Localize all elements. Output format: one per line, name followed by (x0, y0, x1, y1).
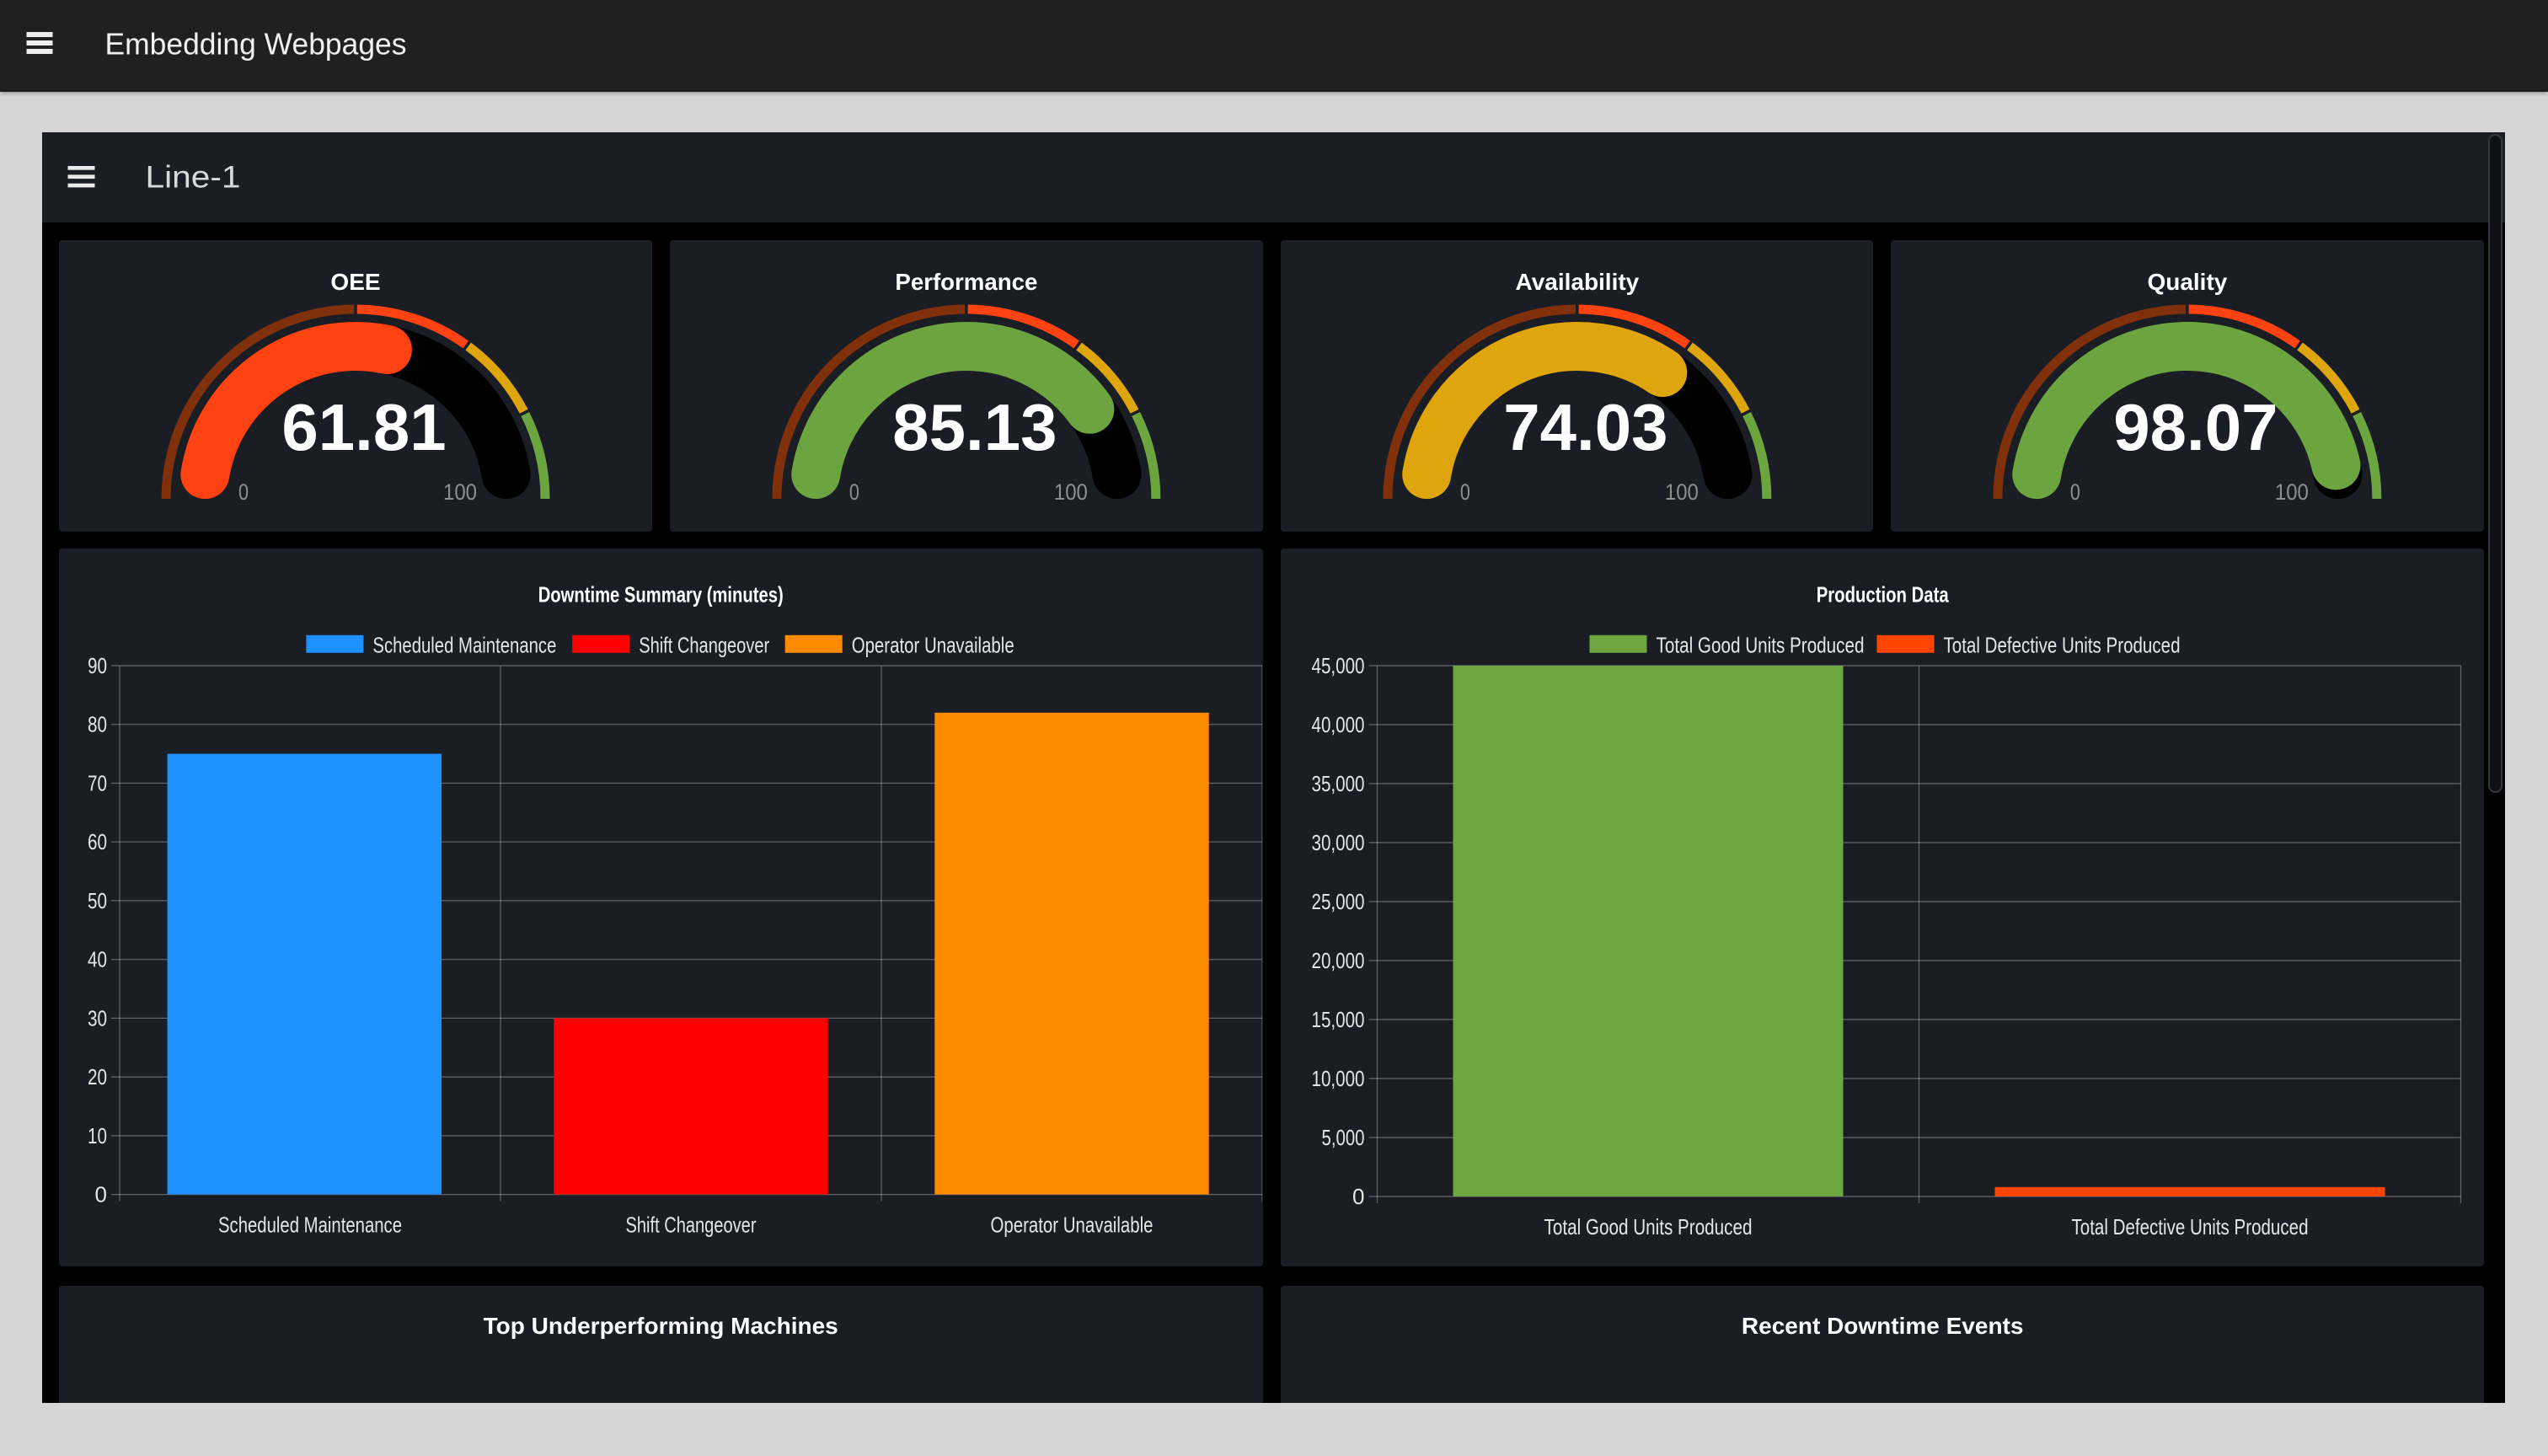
svg-text:20,000: 20,000 (1311, 948, 1364, 973)
svg-text:Scheduled Maintenance: Scheduled Maintenance (218, 1212, 402, 1238)
svg-text:0: 0 (2070, 479, 2080, 505)
svg-text:40: 40 (88, 947, 107, 972)
svg-text:Total Defective Units Produced: Total Defective Units Produced (2071, 1214, 2308, 1239)
svg-text:Downtime Summary (minutes): Downtime Summary (minutes) (538, 582, 784, 608)
svg-text:50: 50 (88, 888, 107, 913)
svg-text:Embedding Webpages: Embedding Webpages (105, 26, 407, 61)
svg-text:100: 100 (2275, 479, 2309, 505)
svg-text:15,000: 15,000 (1311, 1007, 1364, 1032)
svg-text:45,000: 45,000 (1311, 653, 1364, 678)
svg-text:Operator Unavailable: Operator Unavailable (991, 1212, 1154, 1238)
svg-text:Total Good Units Produced: Total Good Units Produced (1544, 1214, 1752, 1239)
svg-text:Operator Unavailable: Operator Unavailable (852, 632, 1014, 657)
svg-text:0: 0 (95, 1182, 107, 1207)
svg-text:Quality: Quality (2148, 269, 2228, 295)
svg-text:100: 100 (1054, 479, 1088, 505)
svg-text:Recent Downtime Events: Recent Downtime Events (1741, 1313, 2023, 1339)
svg-text:40,000: 40,000 (1311, 712, 1364, 737)
svg-text:10,000: 10,000 (1311, 1066, 1364, 1091)
svg-text:70: 70 (88, 771, 107, 796)
svg-text:Line-1: Line-1 (146, 160, 241, 195)
svg-text:Total Defective Units Produced: Total Defective Units Produced (1943, 632, 2180, 657)
svg-text:Availability: Availability (1515, 269, 1639, 295)
svg-text:0: 0 (1352, 1184, 1364, 1209)
svg-text:90: 90 (88, 653, 107, 678)
svg-text:Total Good Units Produced: Total Good Units Produced (1656, 632, 1864, 657)
svg-text:Top Underperforming Machines: Top Underperforming Machines (484, 1313, 838, 1339)
svg-text:Production Data: Production Data (1816, 582, 1948, 608)
svg-text:74.03: 74.03 (1503, 390, 1667, 464)
svg-text:20: 20 (88, 1064, 107, 1089)
svg-text:35,000: 35,000 (1311, 771, 1364, 796)
svg-text:Shift Changeover: Shift Changeover (639, 632, 769, 657)
svg-text:85.13: 85.13 (892, 390, 1057, 464)
svg-text:25,000: 25,000 (1311, 889, 1364, 914)
svg-text:Shift Changeover: Shift Changeover (626, 1212, 757, 1238)
svg-text:0: 0 (1459, 479, 1469, 505)
svg-text:Performance: Performance (895, 269, 1037, 295)
svg-text:61.81: 61.81 (281, 390, 446, 464)
svg-text:Scheduled Maintenance: Scheduled Maintenance (372, 632, 556, 657)
svg-text:80: 80 (88, 712, 107, 737)
svg-text:0: 0 (849, 479, 859, 505)
svg-text:5,000: 5,000 (1321, 1125, 1364, 1150)
svg-text:10: 10 (88, 1123, 107, 1148)
svg-text:98.07: 98.07 (2114, 390, 2278, 464)
svg-text:100: 100 (1664, 479, 1698, 505)
svg-text:100: 100 (443, 479, 477, 505)
svg-text:0: 0 (238, 479, 249, 505)
svg-text:30,000: 30,000 (1311, 830, 1364, 855)
svg-text:OEE: OEE (330, 269, 380, 295)
svg-text:30: 30 (88, 1005, 107, 1030)
svg-text:60: 60 (88, 829, 107, 854)
